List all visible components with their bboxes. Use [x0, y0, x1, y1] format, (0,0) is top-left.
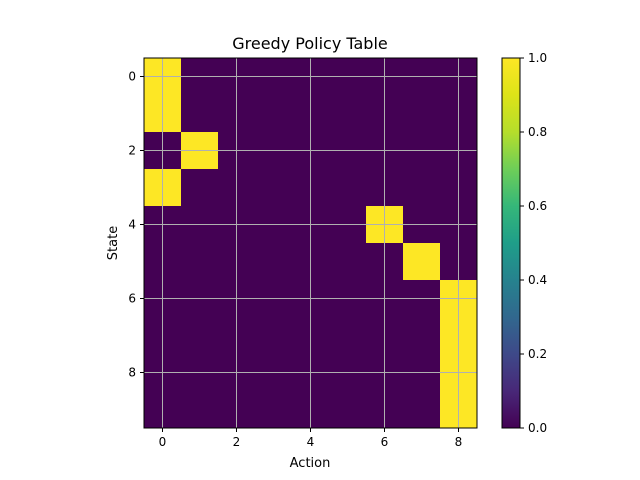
heatmap-cell-s5-a7 [403, 243, 441, 281]
heatmap-cell-s1-a7 [403, 95, 441, 133]
heatmap-cell-s7-a7 [403, 317, 441, 355]
colorbar-tick-label-1: 0.2 [528, 347, 547, 361]
y-tick-label-4: 4 [128, 218, 136, 232]
y-tick-label-8: 8 [128, 366, 136, 380]
y-tick-label-2: 2 [128, 144, 136, 158]
heatmap-cell-s1-a5 [329, 95, 367, 133]
colorbar-tick-label-0: 0.0 [528, 421, 547, 435]
y-axis-ticks: 0 2 4 6 8 [128, 70, 144, 380]
heatmap-cell-s5-a5 [329, 243, 367, 281]
x-tick-label-2: 2 [233, 435, 241, 449]
heatmap-cell-s3-a5 [329, 169, 367, 207]
heatmap-cell-s1-a1 [181, 95, 219, 133]
grid-lines [144, 58, 477, 428]
heatmap-cell-s5-a1 [181, 243, 219, 281]
heatmap-cell-s3-a7 [403, 169, 441, 207]
y-tick-label-0: 0 [128, 70, 136, 84]
colorbar-tick-label-3: 0.6 [528, 199, 547, 213]
y-tick-label-6: 6 [128, 292, 136, 306]
heatmap-cell-s7-a5 [329, 317, 367, 355]
colorbar [501, 57, 521, 429]
y-axis-label: State [106, 226, 121, 260]
heatmap-cell-s7-a1 [181, 317, 219, 355]
heatmap-cell-s3-a1 [181, 169, 219, 207]
x-tick-label-6: 6 [381, 435, 389, 449]
x-tick-label-0: 0 [159, 435, 167, 449]
heatmap-cell-s9-a1 [181, 391, 219, 429]
colorbar-ticks: 0.0 0.2 0.4 0.6 0.8 1.0 [520, 51, 547, 435]
colorbar-tick-label-4: 0.8 [528, 125, 547, 139]
heatmap-cell-s7-a3 [255, 317, 293, 355]
heatmap-cell-s3-a3 [255, 169, 293, 207]
x-tick-label-8: 8 [455, 435, 463, 449]
chart-title: Greedy Policy Table [232, 34, 388, 53]
heatmap-cell-s9-a7 [403, 391, 441, 429]
heatmap-cell-s1-a3 [255, 95, 293, 133]
colorbar-tick-label-5: 1.0 [528, 51, 547, 65]
heatmap-cell-s9-a5 [329, 391, 367, 429]
heatmap-cell-s5-a3 [255, 243, 293, 281]
x-tick-label-4: 4 [307, 435, 315, 449]
colorbar-tick-label-2: 0.4 [528, 273, 547, 287]
x-axis-ticks: 0 2 4 6 8 [159, 428, 463, 449]
x-axis-label: Action [290, 456, 331, 471]
heatmap-cell-s9-a3 [255, 391, 293, 429]
